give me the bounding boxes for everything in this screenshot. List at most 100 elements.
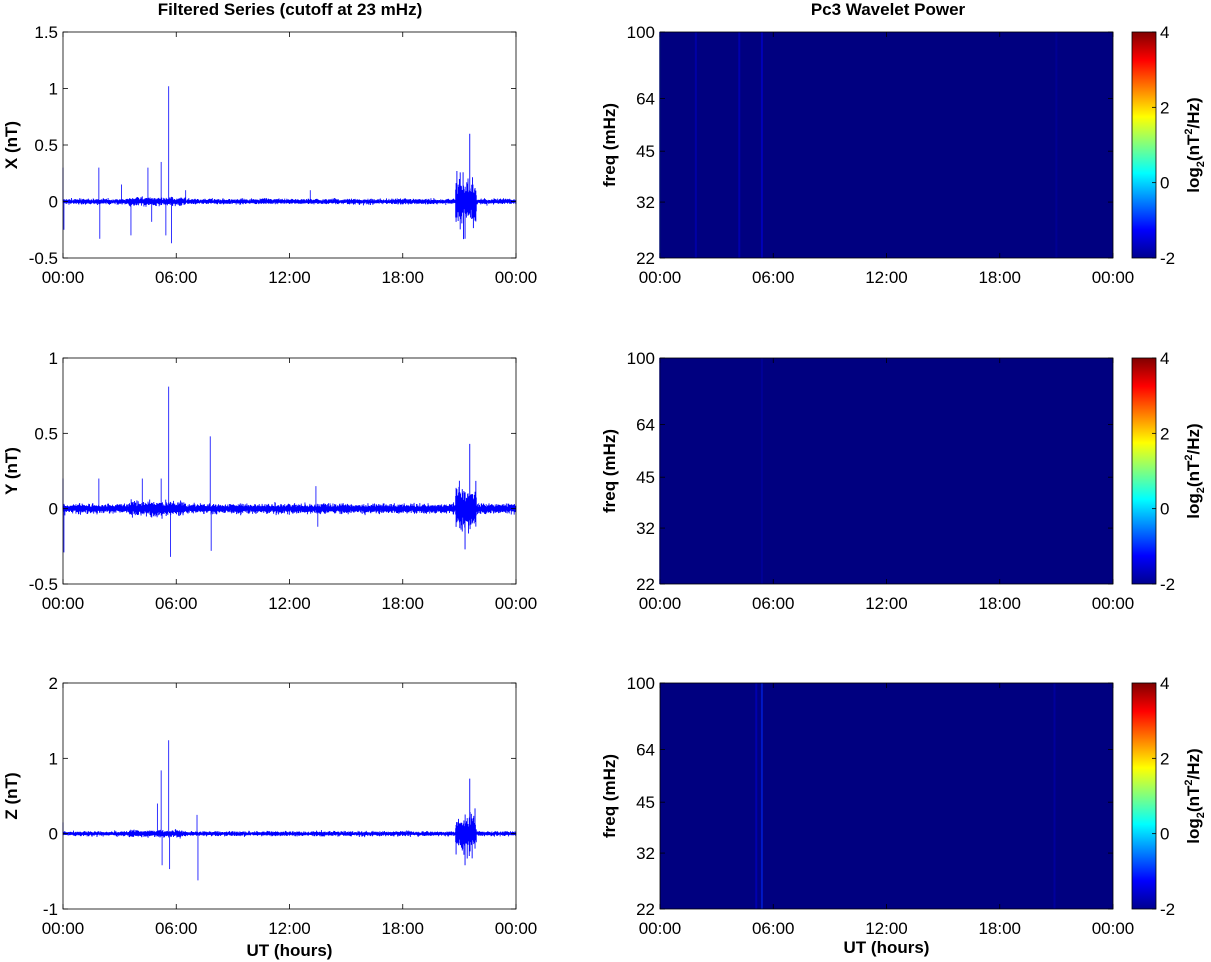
colorbar-gradient bbox=[1131, 31, 1157, 259]
x-tick-label: 00:00 bbox=[639, 268, 682, 287]
y-tick-label: 100 bbox=[627, 674, 655, 693]
colorbar-tick-label: -2 bbox=[1160, 249, 1175, 268]
x-tick-label: 12:00 bbox=[865, 594, 908, 613]
colorbar-tick-label: 2 bbox=[1160, 749, 1169, 768]
x-tick-label: 18:00 bbox=[978, 919, 1021, 938]
x-tick-label: 12:00 bbox=[268, 268, 311, 287]
colorbar-tick-label: 2 bbox=[1160, 424, 1169, 443]
y-tick-label: 100 bbox=[627, 23, 655, 42]
colorbar-label-part: /Hz) bbox=[1184, 748, 1203, 779]
timeseries-panel-2: -0.5 0 0.5 1 00:00 06:00 12:00 18:00 00:00 Y (nT) bbox=[2, 349, 537, 613]
colorbar-label-part: log bbox=[1184, 493, 1203, 519]
colorbar-label-superscript: 2 bbox=[1183, 779, 1195, 785]
x-tick-label: 12:00 bbox=[865, 919, 908, 938]
x-tick-label: 12:00 bbox=[268, 594, 311, 613]
y-tick-label: 22 bbox=[636, 900, 655, 919]
x-tick-label: 06:00 bbox=[752, 919, 795, 938]
x-tick-label: 00:00 bbox=[639, 594, 682, 613]
colorbar-gradient bbox=[1131, 682, 1157, 910]
power-streak-3 bbox=[1053, 683, 1056, 909]
x-tick-label: 00:00 bbox=[42, 268, 85, 287]
x-tick-label: 06:00 bbox=[155, 594, 198, 613]
power-streak-3 bbox=[738, 32, 741, 258]
y-tick-label: 0.5 bbox=[34, 136, 58, 155]
colorbar-label-superscript: 2 bbox=[1183, 128, 1195, 134]
colorbar-label-subscript: 2 bbox=[1195, 487, 1207, 493]
x-tick-label: 00:00 bbox=[639, 919, 682, 938]
power-streak-4 bbox=[760, 32, 763, 258]
y-tick-label: -0.5 bbox=[29, 249, 58, 268]
colorbar-label-subscript: 2 bbox=[1195, 812, 1207, 818]
x-tick-label: 00:00 bbox=[42, 594, 85, 613]
power-streak-5 bbox=[1055, 32, 1058, 258]
colorbar-tick-label: -2 bbox=[1160, 900, 1175, 919]
colorbar-tick-label: 2 bbox=[1160, 98, 1169, 117]
y-axis-label: freq (mHz) bbox=[600, 429, 619, 513]
colorbar-label-subscript: 2 bbox=[1195, 161, 1207, 167]
panels: -0.5 0 0.5 1 1.5 00:00 06:00 12:00 18:00 00:00 X (… bbox=[2, 23, 1207, 960]
y-tick-label: 22 bbox=[636, 249, 655, 268]
timeseries-panel-3: -1 0 1 2 00:00 06:00 12:00 18:00 00:00 Z (nT) UT (… bbox=[2, 674, 537, 960]
plot-area bbox=[63, 358, 516, 584]
colorbar-label-part: (nT bbox=[1184, 785, 1203, 812]
colorbar-label-part: /Hz) bbox=[1184, 423, 1203, 454]
y-axis-label: freq (mHz) bbox=[600, 754, 619, 838]
x-tick-label: 00:00 bbox=[495, 594, 538, 613]
colorbar-tick-label: 4 bbox=[1160, 23, 1169, 42]
colorbar-label-part: (nT bbox=[1184, 134, 1203, 161]
y-tick-label: 22 bbox=[636, 575, 655, 594]
y-tick-label: 45 bbox=[636, 793, 655, 812]
y-tick-label: 1 bbox=[49, 349, 58, 368]
y-axis-label: X (nT) bbox=[2, 121, 21, 169]
x-tick-label: 18:00 bbox=[978, 594, 1021, 613]
x-tick-label: 00:00 bbox=[1092, 594, 1135, 613]
x-tick-label: 12:00 bbox=[865, 268, 908, 287]
power-streak-1 bbox=[755, 683, 758, 909]
x-tick-label: 00:00 bbox=[495, 919, 538, 938]
y-axis-label: Z (nT) bbox=[2, 772, 21, 819]
power-streak-2 bbox=[760, 683, 763, 909]
y-tick-label: 1 bbox=[49, 749, 58, 768]
left-column-title: Filtered Series (cutoff at 23 mHz) bbox=[158, 0, 423, 19]
heatmap-background bbox=[660, 683, 1113, 909]
colorbar-tick-label: 0 bbox=[1160, 500, 1169, 519]
x-tick-label: 06:00 bbox=[155, 919, 198, 938]
x-tick-label: 00:00 bbox=[1092, 268, 1135, 287]
y-tick-label: 0 bbox=[49, 500, 58, 519]
colorbar-label-part: /Hz) bbox=[1184, 97, 1203, 128]
y-tick-label: 32 bbox=[636, 844, 655, 863]
x-axis-label: UT (hours) bbox=[247, 941, 333, 960]
y-tick-label: 100 bbox=[627, 349, 655, 368]
colorbar-label-part: log bbox=[1184, 818, 1203, 844]
colorbar-tick-label: 0 bbox=[1160, 825, 1169, 844]
power-streak-2 bbox=[694, 32, 697, 258]
y-tick-label: 64 bbox=[636, 90, 655, 109]
y-tick-label: 0.5 bbox=[34, 424, 58, 443]
colorbar-label-part: log bbox=[1184, 167, 1203, 193]
y-tick-label: 45 bbox=[636, 142, 655, 161]
x-tick-label: 00:00 bbox=[495, 268, 538, 287]
x-tick-label: 18:00 bbox=[381, 594, 424, 613]
x-tick-label: 06:00 bbox=[155, 268, 198, 287]
colorbar-tick-label: 0 bbox=[1160, 174, 1169, 193]
x-tick-label: 00:00 bbox=[42, 919, 85, 938]
colorbar-label: log2(nT2/Hz) bbox=[1183, 423, 1207, 518]
colorbar-label-superscript: 2 bbox=[1183, 454, 1195, 460]
y-tick-label: 32 bbox=[636, 519, 655, 538]
y-tick-label: 32 bbox=[636, 193, 655, 212]
x-axis-label: UT (hours) bbox=[844, 938, 930, 957]
plot-area bbox=[63, 32, 516, 258]
colorbar-tick-label: 4 bbox=[1160, 674, 1169, 693]
x-tick-label: 18:00 bbox=[978, 268, 1021, 287]
y-tick-label: 2 bbox=[49, 674, 58, 693]
y-tick-label: 1 bbox=[49, 80, 58, 99]
timeseries-panel-1: -0.5 0 0.5 1 1.5 00:00 06:00 12:00 18:00 00:00 X (… bbox=[2, 23, 537, 287]
y-tick-label: 64 bbox=[636, 741, 655, 760]
colorbar-label-part: (nT bbox=[1184, 460, 1203, 487]
y-tick-label: -0.5 bbox=[29, 575, 58, 594]
